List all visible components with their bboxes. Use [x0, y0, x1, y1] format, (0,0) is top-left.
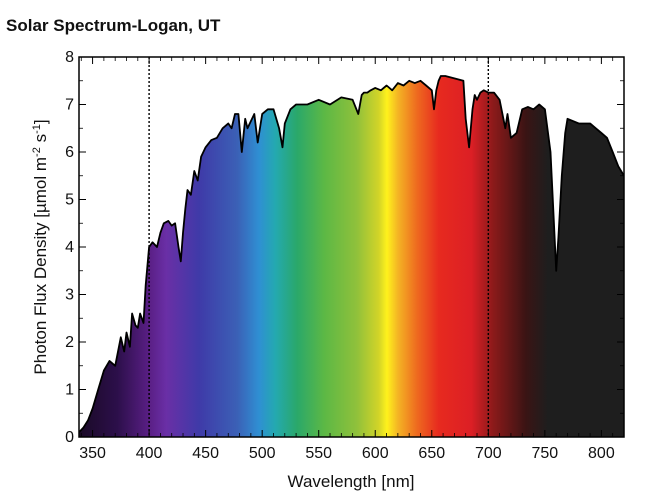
y-tick-label: 4: [65, 239, 74, 256]
y-tick-label: 2: [65, 334, 74, 351]
x-tick-label: 500: [249, 445, 276, 462]
x-tick-label: 600: [362, 445, 389, 462]
x-axis-label: Wavelength [nm]: [288, 472, 415, 491]
y-tick-label: 3: [65, 287, 74, 304]
y-tick-label: 8: [65, 49, 74, 66]
y-tick-label: 1: [65, 382, 74, 399]
x-tick-label: 800: [588, 445, 615, 462]
spectrum-area: [79, 76, 624, 437]
y-tick-label: 5: [65, 192, 74, 209]
x-tick-label: 650: [418, 445, 445, 462]
x-tick-label: 700: [475, 445, 502, 462]
x-tick-label: 750: [531, 445, 558, 462]
spectrum-line: [79, 75, 624, 433]
y-tick-label: 6: [65, 144, 74, 161]
x-tick-label: 550: [305, 445, 332, 462]
x-tick-label: 350: [79, 445, 106, 462]
y-tick-label: 7: [65, 97, 74, 114]
chart-title: Solar Spectrum-Logan, UT: [6, 16, 221, 35]
y-axis-label: Photon Flux Density [µmol m-2 s-1]: [31, 119, 50, 374]
x-tick-label: 450: [192, 445, 219, 462]
y-tick-label: 0: [65, 429, 74, 446]
x-tick-label: 400: [136, 445, 163, 462]
